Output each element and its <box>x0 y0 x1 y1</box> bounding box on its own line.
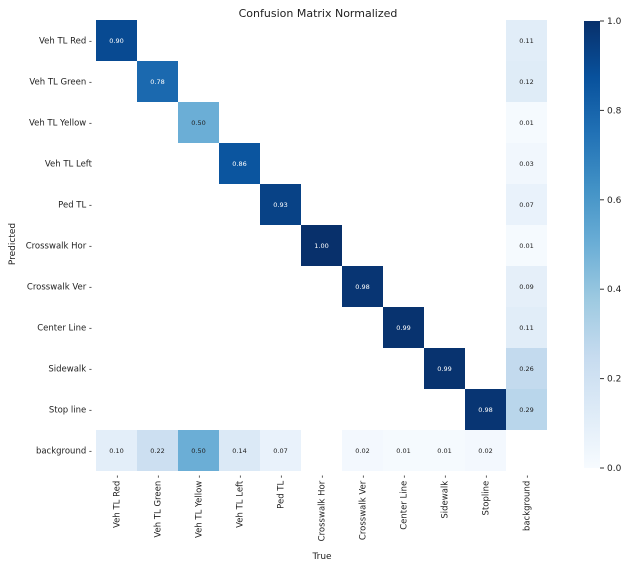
y-axis-label: Predicted <box>8 223 18 265</box>
heatmap-cell <box>506 348 547 389</box>
cell-value-label: 0.93 <box>273 201 287 209</box>
cell-value-label: 0.98 <box>478 406 492 414</box>
cell-value-label: 0.10 <box>109 447 123 455</box>
cell-value-label: 1.00 <box>314 242 328 250</box>
heatmap-cell <box>506 61 547 102</box>
x-tick-label: Veh TL Yellow - <box>195 475 205 538</box>
heatmap-cell <box>506 307 547 348</box>
heatmap-cells: 0.90 0.11 0.78 0.12 0.50 0.01 0.86 0.03 0.93 0.07… <box>96 20 547 471</box>
cell-value-label: 0.09 <box>519 283 533 291</box>
cell-value-label: 0.99 <box>437 365 451 373</box>
cell-value-label: 0.50 <box>191 119 205 127</box>
heatmap-cell <box>219 430 260 471</box>
heatmap-cell <box>260 430 301 471</box>
x-tick-label: Crosswalk Ver - <box>359 475 369 540</box>
heatmap-cell <box>96 430 137 471</box>
y-tick-label: Stop line - <box>49 406 92 416</box>
heatmap-cell <box>465 430 506 471</box>
heatmap-cell <box>219 143 260 184</box>
heatmap-cell <box>506 184 547 225</box>
y-tick-label: Crosswalk Ver - <box>27 283 92 293</box>
colorbar-tick-label: 1.0 <box>607 17 622 27</box>
heatmap-cell <box>137 430 178 471</box>
y-tick-label: Veh TL Yellow - <box>29 119 92 129</box>
y-tick-label: Crosswalk Hor - <box>26 242 92 252</box>
x-tick-labels: Veh TL Red - Veh TL Green - Veh TL Yellow … <box>113 475 533 541</box>
cell-value-label: 0.50 <box>191 447 205 455</box>
cell-value-label: 0.01 <box>437 447 451 455</box>
x-tick-label: background - <box>523 475 533 531</box>
cell-value-label: 0.02 <box>478 447 492 455</box>
cell-value-label: 0.26 <box>519 365 533 373</box>
chart-title: Confusion Matrix Normalized <box>239 7 398 20</box>
heatmap-cell <box>383 430 424 471</box>
cell-value-label: 0.07 <box>519 201 533 209</box>
cell-value-label: 0.11 <box>519 37 533 45</box>
cell-value-label: 0.86 <box>232 160 246 168</box>
heatmap-cell <box>178 102 219 143</box>
cell-value-label: 0.12 <box>519 78 533 86</box>
y-tick-label: background - <box>36 447 92 457</box>
colorbar-ticks: 0.0 0.2 0.4 0.6 0.8 1.0 <box>600 17 622 474</box>
cell-value-label: 0.11 <box>519 324 533 332</box>
colorbar <box>584 21 600 468</box>
cell-value-label: 0.03 <box>519 160 533 168</box>
y-tick-label: Ped TL - <box>58 201 92 211</box>
heatmap-cell <box>424 348 465 389</box>
heatmap-cell <box>96 20 137 61</box>
x-tick-label: Crosswalk Hor - <box>318 475 328 541</box>
y-tick-label: Sidewalk - <box>48 365 92 375</box>
cell-value-label: 0.22 <box>150 447 164 455</box>
heatmap-cell <box>506 102 547 143</box>
heatmap-cell <box>506 225 547 266</box>
cell-value-label: 0.01 <box>519 242 533 250</box>
colorbar-tick-label: 0.2 <box>607 375 621 385</box>
y-tick-label: Veh TL Red - <box>39 37 92 47</box>
x-tick-label: Sidewalk - <box>441 475 451 519</box>
colorbar-tick-label: 0.4 <box>607 285 622 295</box>
cell-value-label: 0.02 <box>355 447 369 455</box>
cell-value-label: 0.78 <box>150 78 164 86</box>
x-tick-label: Veh TL Left - <box>236 475 246 528</box>
cell-value-label: 0.01 <box>519 119 533 127</box>
y-tick-labels: Veh TL Red - Veh TL Green - Veh TL Yellow … <box>26 37 93 457</box>
cell-value-label: 0.14 <box>232 447 246 455</box>
x-tick-label: Ped TL - <box>277 475 287 509</box>
cell-value-label: 0.29 <box>519 406 533 414</box>
x-axis-label: True <box>311 552 332 562</box>
y-tick-label: Veh TL Green - <box>29 78 92 88</box>
cell-value-label: 0.90 <box>109 37 123 45</box>
x-tick-label: Veh TL Green - <box>154 475 164 538</box>
heatmap-cell <box>342 266 383 307</box>
heatmap-cell <box>178 430 219 471</box>
heatmap-cell <box>301 225 342 266</box>
heatmap-cell <box>260 184 301 225</box>
cell-value-label: 0.07 <box>273 447 287 455</box>
heatmap-cell <box>465 389 506 430</box>
cell-value-label: 0.01 <box>396 447 410 455</box>
colorbar-tick-label: 0.8 <box>607 106 622 116</box>
heatmap-cell <box>506 389 547 430</box>
x-tick-label: Stopline - <box>482 475 492 515</box>
colorbar-tick-label: 0.6 <box>607 196 622 206</box>
y-tick-label: Veh TL Left <box>45 160 93 170</box>
heatmap-cell <box>342 430 383 471</box>
heatmap-cell <box>137 61 178 102</box>
heatmap-cell <box>424 430 465 471</box>
heatmap-cell <box>383 307 424 348</box>
cell-value-label: 0.98 <box>355 283 369 291</box>
heatmap-cell <box>506 266 547 307</box>
colorbar-tick-label: 0.0 <box>607 464 622 474</box>
cell-value-label: 0.99 <box>396 324 410 332</box>
y-tick-label: Center Line - <box>37 324 92 334</box>
heatmap-cell <box>506 20 547 61</box>
x-tick-label: Center Line - <box>400 475 410 530</box>
heatmap-cell <box>506 143 547 184</box>
x-tick-label: Veh TL Red - <box>113 475 123 528</box>
